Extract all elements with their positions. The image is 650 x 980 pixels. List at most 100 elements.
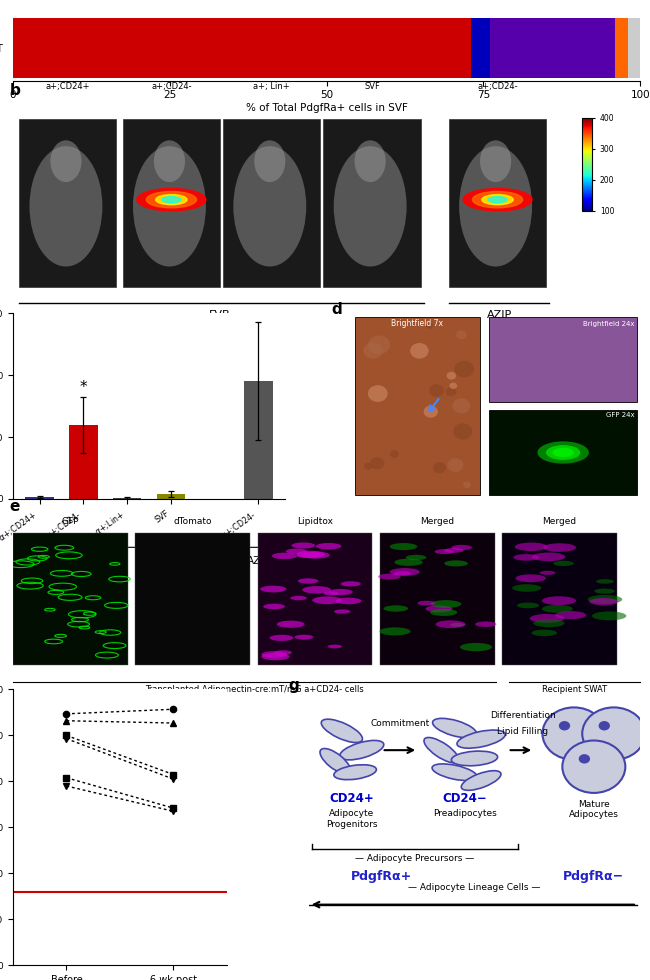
Text: Lipid Filling: Lipid Filling (497, 727, 548, 736)
Text: Merged: Merged (421, 517, 454, 526)
Circle shape (543, 708, 605, 760)
Text: AZIP: AZIP (486, 310, 512, 320)
Bar (502, 533, 617, 665)
Text: PdgfRα+: PdgfRα+ (351, 870, 412, 883)
Circle shape (530, 613, 564, 623)
Circle shape (296, 551, 325, 558)
Circle shape (384, 606, 408, 612)
Ellipse shape (552, 448, 574, 458)
Circle shape (540, 570, 556, 575)
Circle shape (406, 555, 426, 561)
Ellipse shape (233, 146, 306, 267)
Ellipse shape (370, 457, 384, 469)
Ellipse shape (133, 146, 206, 267)
Ellipse shape (320, 749, 350, 774)
Text: CD24−: CD24− (442, 792, 487, 805)
Circle shape (272, 553, 297, 560)
Text: Preadipocytes: Preadipocytes (433, 809, 497, 818)
Bar (223, 120, 320, 286)
Bar (113, 498, 141, 499)
Circle shape (562, 741, 625, 793)
Text: g: g (289, 678, 300, 694)
Circle shape (312, 597, 343, 604)
Text: — Adipocyte Lineage Cells —: — Adipocyte Lineage Cells — (408, 883, 541, 892)
Circle shape (590, 598, 618, 606)
Bar (244, 381, 272, 499)
Ellipse shape (452, 398, 471, 414)
Ellipse shape (410, 343, 428, 359)
Bar (449, 120, 546, 286)
Bar (123, 120, 220, 286)
Text: Transplanted Adiponectin-cre:mT/mG a+CD24- cells: Transplanted Adiponectin-cre:mT/mG a+CD2… (145, 685, 364, 694)
Ellipse shape (154, 140, 185, 182)
Bar (628, 18, 640, 77)
Ellipse shape (457, 730, 505, 748)
Circle shape (444, 548, 463, 553)
Circle shape (542, 605, 573, 612)
Ellipse shape (446, 387, 456, 396)
Ellipse shape (368, 385, 387, 402)
Circle shape (261, 653, 289, 661)
Ellipse shape (433, 463, 446, 473)
Circle shape (435, 549, 454, 554)
Circle shape (596, 579, 614, 584)
Circle shape (395, 559, 423, 565)
Ellipse shape (363, 342, 383, 359)
Ellipse shape (424, 738, 459, 762)
Circle shape (328, 645, 342, 649)
Circle shape (263, 604, 285, 610)
Ellipse shape (333, 146, 407, 267)
Circle shape (463, 188, 532, 211)
X-axis label: % of Total PdgfRa+ cells in SVF: % of Total PdgfRa+ cells in SVF (246, 103, 408, 113)
Ellipse shape (451, 751, 498, 765)
Ellipse shape (456, 330, 467, 339)
Ellipse shape (453, 423, 473, 440)
Circle shape (291, 543, 315, 549)
Circle shape (475, 621, 497, 627)
Circle shape (514, 554, 540, 561)
Ellipse shape (364, 463, 372, 469)
Ellipse shape (432, 718, 476, 738)
Ellipse shape (29, 146, 103, 267)
Bar (20, 120, 116, 286)
Circle shape (294, 635, 313, 640)
Ellipse shape (334, 764, 376, 780)
Bar (25, 497, 54, 499)
Text: d: d (332, 302, 343, 317)
Bar (489, 18, 615, 77)
Circle shape (436, 620, 465, 628)
Circle shape (559, 721, 570, 730)
Bar (13, 18, 471, 77)
Ellipse shape (463, 481, 471, 488)
Circle shape (588, 595, 622, 604)
Circle shape (156, 195, 187, 205)
Text: FVB: FVB (209, 310, 231, 320)
Circle shape (380, 627, 411, 635)
Text: — Adipocyte Precursors —: — Adipocyte Precursors — (355, 854, 474, 862)
Circle shape (444, 561, 468, 566)
Circle shape (512, 584, 541, 592)
Circle shape (473, 191, 523, 208)
Text: CD24+: CD24+ (330, 792, 374, 805)
Circle shape (543, 543, 576, 552)
Bar (257, 533, 372, 665)
Circle shape (431, 600, 462, 608)
Bar (380, 533, 495, 665)
Circle shape (555, 612, 586, 619)
Circle shape (260, 586, 287, 593)
Text: *: * (79, 380, 87, 395)
Circle shape (378, 573, 400, 579)
Circle shape (336, 598, 361, 605)
Bar (471, 18, 489, 77)
Circle shape (137, 188, 206, 211)
Text: SVF: SVF (364, 82, 380, 91)
Circle shape (334, 610, 350, 613)
Circle shape (482, 195, 514, 205)
Circle shape (146, 191, 196, 208)
Circle shape (270, 635, 293, 641)
Ellipse shape (447, 371, 456, 380)
Circle shape (582, 708, 645, 760)
Circle shape (599, 721, 610, 730)
Circle shape (261, 651, 287, 658)
Text: Differentiation: Differentiation (489, 710, 556, 720)
